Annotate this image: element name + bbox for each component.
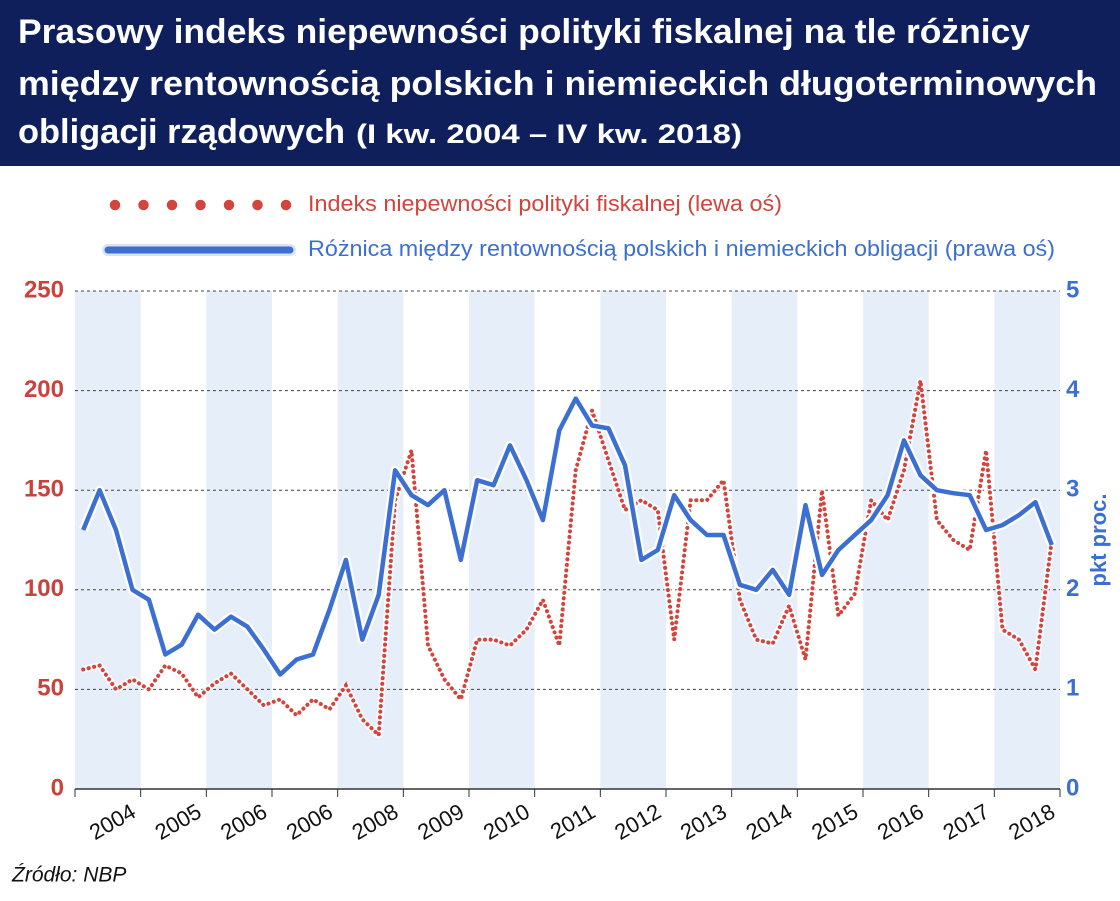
legend-swatch — [222, 198, 236, 212]
x-tick-label: 2009 — [413, 799, 468, 845]
legend-swatch — [108, 198, 122, 212]
x-tick-label: 2008 — [348, 799, 403, 845]
x-tick-label: 2006 — [282, 799, 337, 845]
x-tick-label: 2015 — [807, 799, 862, 845]
x-tick-label: 2010 — [479, 799, 534, 845]
x-tick-label: 2004 — [85, 799, 140, 845]
y2-tick-label: 0 — [1066, 774, 1079, 801]
year-stripe — [206, 291, 272, 789]
legend-swatch — [250, 198, 265, 212]
legend-label: Różnica między rentownością polskich i n… — [308, 236, 1055, 261]
y-tick-label: 200 — [24, 376, 64, 403]
y2-axis-label: pkt proc. — [1086, 494, 1111, 587]
chart-subtitle: (I kw. 2004 – IV kw. 2018) — [356, 119, 742, 149]
y-tick-label: 100 — [24, 575, 64, 602]
y2-tick-label: 5 — [1066, 276, 1079, 303]
legend-swatch — [165, 198, 179, 212]
year-stripe — [731, 291, 798, 789]
x-tick-label: 2018 — [1004, 799, 1059, 845]
x-tick-label: 2012 — [610, 799, 665, 845]
x-tick-label: 2016 — [873, 799, 928, 845]
y-tick-label: 250 — [24, 276, 64, 303]
source: Źródło: NBP — [11, 864, 126, 887]
legend-swatch — [279, 198, 293, 212]
x-tick-label: 2011 — [546, 799, 599, 844]
y2-tick-label: 1 — [1066, 675, 1079, 702]
legend-swatch — [136, 198, 151, 212]
chart-title: między rentownością polskich i niemiecki… — [18, 65, 1097, 103]
y2-tick-label: 4 — [1066, 376, 1080, 403]
legend-swatch — [193, 198, 208, 212]
year-stripe — [600, 291, 666, 789]
line-series — [81, 380, 1054, 740]
year-stripe — [75, 291, 141, 789]
title-band — [0, 0, 1120, 166]
x-tick-label: 2013 — [676, 799, 731, 845]
y2-tick-label: 3 — [1066, 476, 1079, 503]
x-tick-label: 2005 — [151, 799, 206, 845]
chart-title: Prasowy indeks niepewności polityki fisk… — [18, 13, 1030, 51]
y2-tick-label: 2 — [1066, 575, 1079, 602]
y-tick-label: 50 — [37, 675, 64, 702]
x-tick-label: 2017 — [939, 799, 994, 845]
legend-label: Indeks niepewności polityki fiskalnej (l… — [308, 191, 782, 216]
x-tick-label: 2014 — [742, 799, 797, 845]
line-series — [81, 396, 1054, 677]
year-stripe — [469, 291, 535, 789]
x-tick-label: 2006 — [216, 799, 271, 845]
y-tick-label: 150 — [24, 476, 64, 503]
chart-title: obligacji rządowych — [18, 113, 345, 151]
y-tick-label: 0 — [51, 774, 64, 801]
year-stripe — [863, 291, 929, 789]
